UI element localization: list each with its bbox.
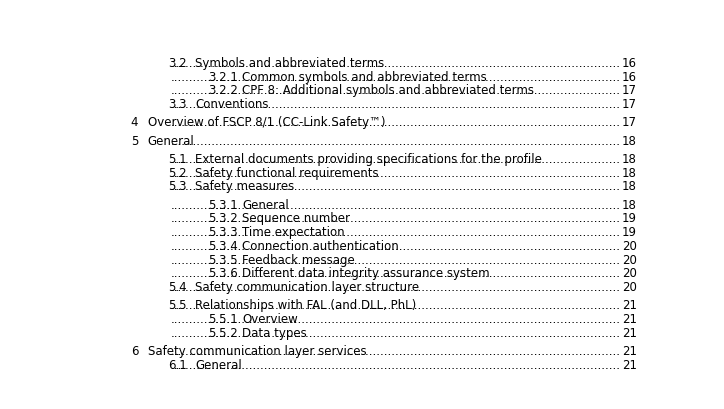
Text: 18: 18 (622, 198, 637, 211)
Text: 21: 21 (622, 299, 637, 312)
Text: 16: 16 (622, 70, 637, 83)
Text: ................................................................................: ........................................… (170, 280, 620, 293)
Text: 5.3.6: 5.3.6 (209, 267, 238, 280)
Text: 19: 19 (622, 212, 637, 225)
Text: 20: 20 (622, 239, 637, 252)
Text: 3.2.2: 3.2.2 (209, 84, 238, 97)
Text: Connection authentication: Connection authentication (243, 239, 399, 252)
Text: ................................................................................: ........................................… (170, 358, 620, 371)
Text: 21: 21 (622, 358, 637, 371)
Text: 5.1: 5.1 (168, 153, 187, 166)
Text: 18: 18 (622, 134, 637, 147)
Text: Overview of FSCP 8/1 (CC-Link Safety™): Overview of FSCP 8/1 (CC-Link Safety™) (148, 116, 385, 129)
Text: ................................................................................: ........................................… (170, 98, 620, 111)
Text: ................................................................................: ........................................… (170, 226, 620, 238)
Text: 5.3: 5.3 (168, 180, 187, 193)
Text: 5.5.1: 5.5.1 (209, 312, 238, 325)
Text: Common symbols and abbreviated terms: Common symbols and abbreviated terms (243, 70, 487, 83)
Text: Data types: Data types (243, 326, 307, 339)
Text: ................................................................................: ........................................… (170, 134, 620, 147)
Text: 6: 6 (131, 344, 138, 357)
Text: 3.3: 3.3 (168, 98, 187, 111)
Text: ................................................................................: ........................................… (170, 267, 620, 280)
Text: CPF 8: Additional symbols and abbreviated terms: CPF 8: Additional symbols and abbreviate… (243, 84, 534, 97)
Text: ................................................................................: ........................................… (170, 326, 620, 339)
Text: Symbols and abbreviated terms: Symbols and abbreviated terms (195, 57, 384, 70)
Text: 18: 18 (622, 180, 637, 193)
Text: 3.2.1: 3.2.1 (209, 70, 238, 83)
Text: ................................................................................: ........................................… (170, 212, 620, 225)
Text: 5.5: 5.5 (168, 299, 187, 312)
Text: ................................................................................: ........................................… (170, 299, 620, 312)
Text: 5: 5 (131, 134, 138, 147)
Text: Safety functional requirements: Safety functional requirements (195, 166, 379, 179)
Text: ................................................................................: ........................................… (170, 57, 620, 70)
Text: 20: 20 (622, 253, 637, 266)
Text: 6.1: 6.1 (168, 358, 187, 371)
Text: 17: 17 (622, 84, 637, 97)
Text: External documents providing specifications for the profile: External documents providing specificati… (195, 153, 542, 166)
Text: General: General (148, 134, 195, 147)
Text: Time expectation: Time expectation (243, 226, 345, 238)
Text: General: General (243, 198, 289, 211)
Text: 21: 21 (622, 312, 637, 325)
Text: Safety communication layer services: Safety communication layer services (148, 344, 366, 357)
Text: 3.2: 3.2 (168, 57, 187, 70)
Text: Conventions: Conventions (195, 98, 269, 111)
Text: Safety measures: Safety measures (195, 180, 295, 193)
Text: 5.4: 5.4 (168, 280, 187, 293)
Text: 20: 20 (622, 280, 637, 293)
Text: ................................................................................: ........................................… (170, 153, 620, 166)
Text: 20: 20 (622, 267, 637, 280)
Text: ................................................................................: ........................................… (170, 70, 620, 83)
Text: 5.3.1: 5.3.1 (209, 198, 238, 211)
Text: 17: 17 (622, 98, 637, 111)
Text: Different data integrity assurance system: Different data integrity assurance syste… (243, 267, 490, 280)
Text: 18: 18 (622, 166, 637, 179)
Text: Sequence number: Sequence number (243, 212, 350, 225)
Text: Feedback message: Feedback message (243, 253, 355, 266)
Text: ................................................................................: ........................................… (170, 84, 620, 97)
Text: ................................................................................: ........................................… (170, 180, 620, 193)
Text: ................................................................................: ........................................… (170, 344, 620, 357)
Text: 5.3.4: 5.3.4 (209, 239, 238, 252)
Text: Overview: Overview (243, 312, 298, 325)
Text: 5.5.2: 5.5.2 (209, 326, 238, 339)
Text: 5.2: 5.2 (168, 166, 187, 179)
Text: 5.3.5: 5.3.5 (209, 253, 238, 266)
Text: Relationships with FAL (and DLL, PhL): Relationships with FAL (and DLL, PhL) (195, 299, 416, 312)
Text: ................................................................................: ........................................… (170, 253, 620, 266)
Text: 18: 18 (622, 153, 637, 166)
Text: 4: 4 (131, 116, 138, 129)
Text: ................................................................................: ........................................… (170, 166, 620, 179)
Text: ................................................................................: ........................................… (170, 198, 620, 211)
Text: ................................................................................: ........................................… (170, 116, 620, 129)
Text: 17: 17 (622, 116, 637, 129)
Text: 5.3.3: 5.3.3 (209, 226, 238, 238)
Text: General: General (195, 358, 242, 371)
Text: 19: 19 (622, 226, 637, 238)
Text: 16: 16 (622, 57, 637, 70)
Text: ................................................................................: ........................................… (170, 239, 620, 252)
Text: ................................................................................: ........................................… (170, 312, 620, 325)
Text: 5.3.2: 5.3.2 (209, 212, 238, 225)
Text: 21: 21 (622, 326, 637, 339)
Text: Safety communication layer structure: Safety communication layer structure (195, 280, 419, 293)
Text: 21: 21 (622, 344, 637, 357)
